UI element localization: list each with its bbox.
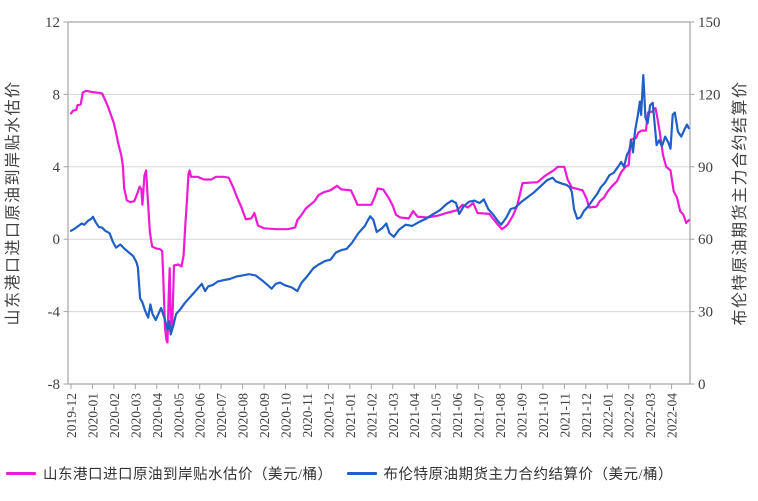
y-left-tick-label: -8 bbox=[48, 377, 61, 393]
dual-axis-line-chart: 12 8 4 0 -4 -8 150 120 90 60 30 0 2019-12 2020-01 2020… bbox=[4, 15, 749, 438]
legend-item-shandong-premium: 山东港口进口原油到岸贴水估价（美元/桶） bbox=[6, 463, 333, 484]
series-line-shandong-premium bbox=[69, 89, 690, 344]
y-left-tick-label: 0 bbox=[53, 232, 61, 248]
y-right-tick-label: 60 bbox=[698, 232, 713, 248]
y-left-axis-title: 山东港口进口原油到岸贴水估价 bbox=[4, 80, 22, 325]
x-tick-label: 2021-07 bbox=[472, 393, 487, 438]
x-tick-label: 2020-12 bbox=[321, 393, 336, 438]
x-tick-label: 2020-06 bbox=[193, 393, 208, 438]
x-tick-label: 2021-01 bbox=[343, 393, 358, 438]
x-tick-label: 2019-12 bbox=[64, 393, 79, 438]
x-tick-label: 2020-08 bbox=[236, 393, 251, 438]
x-tick-label: 2022-04 bbox=[665, 393, 680, 438]
x-tick-label: 2021-02 bbox=[364, 393, 379, 438]
x-tick-label: 2022-01 bbox=[600, 393, 615, 438]
y-right-tick-label: 0 bbox=[698, 377, 706, 393]
x-tick-label: 2020-04 bbox=[150, 393, 165, 438]
x-tick-label: 2022-03 bbox=[643, 393, 658, 438]
legend-item-brent-settlement: 布伦特原油期货主力合约结算价（美元/桶） bbox=[346, 463, 674, 484]
x-tick-label: 2021-06 bbox=[450, 393, 465, 438]
x-tick-label: 2021-09 bbox=[514, 393, 529, 438]
legend-label-shandong-premium: 山东港口进口原油到岸贴水估价（美元/桶） bbox=[43, 467, 333, 483]
magenta-line-sample-icon bbox=[6, 472, 36, 475]
x-tick-label: 2020-01 bbox=[85, 393, 100, 438]
chart-legend: 山东港口进口原油到岸贴水估价（美元/桶） 布伦特原油期货主力合约结算价（美元/桶… bbox=[6, 463, 758, 484]
x-tick-label: 2021-03 bbox=[386, 393, 401, 438]
y-right-tick-label: 30 bbox=[698, 305, 713, 321]
x-tick-label: 2022-02 bbox=[622, 393, 637, 438]
x-tick-label: 2020-10 bbox=[279, 393, 294, 438]
y-right-tick-label: 90 bbox=[698, 160, 713, 176]
x-tick-label: 2020-09 bbox=[257, 393, 272, 438]
y-right-axis-title: 布伦特原油期货主力合约结算价 bbox=[730, 80, 749, 325]
blue-line-sample-icon bbox=[346, 472, 377, 475]
x-tick-label: 2021-08 bbox=[493, 393, 508, 438]
y-left-tick-label: 8 bbox=[53, 87, 61, 103]
series-line-brent-settlement bbox=[69, 73, 690, 336]
x-tick-label: 2020-11 bbox=[300, 393, 315, 438]
y-right-tick-label: 120 bbox=[698, 87, 721, 103]
y-left-tick-label: 4 bbox=[53, 160, 61, 176]
x-tick-label: 2020-07 bbox=[214, 393, 229, 438]
plot-border bbox=[67, 21, 691, 385]
x-tick-label: 2021-04 bbox=[407, 393, 422, 438]
x-tick-label: 2021-10 bbox=[536, 393, 551, 438]
x-tick-label: 2021-12 bbox=[579, 393, 594, 438]
legend-label-brent-settlement: 布伦特原油期货主力合约结算价（美元/桶） bbox=[383, 467, 674, 483]
x-tick-label: 2020-02 bbox=[107, 393, 122, 438]
y-left-tick-label: -4 bbox=[48, 305, 61, 321]
x-tick-label: 2020-05 bbox=[171, 393, 186, 438]
x-tick-label: 2020-03 bbox=[128, 393, 143, 438]
x-tick-label: 2021-05 bbox=[429, 393, 444, 438]
y-left-tick-label: 12 bbox=[45, 15, 60, 31]
x-tick-label: 2021-11 bbox=[557, 393, 572, 438]
y-right-tick-label: 150 bbox=[698, 15, 721, 31]
